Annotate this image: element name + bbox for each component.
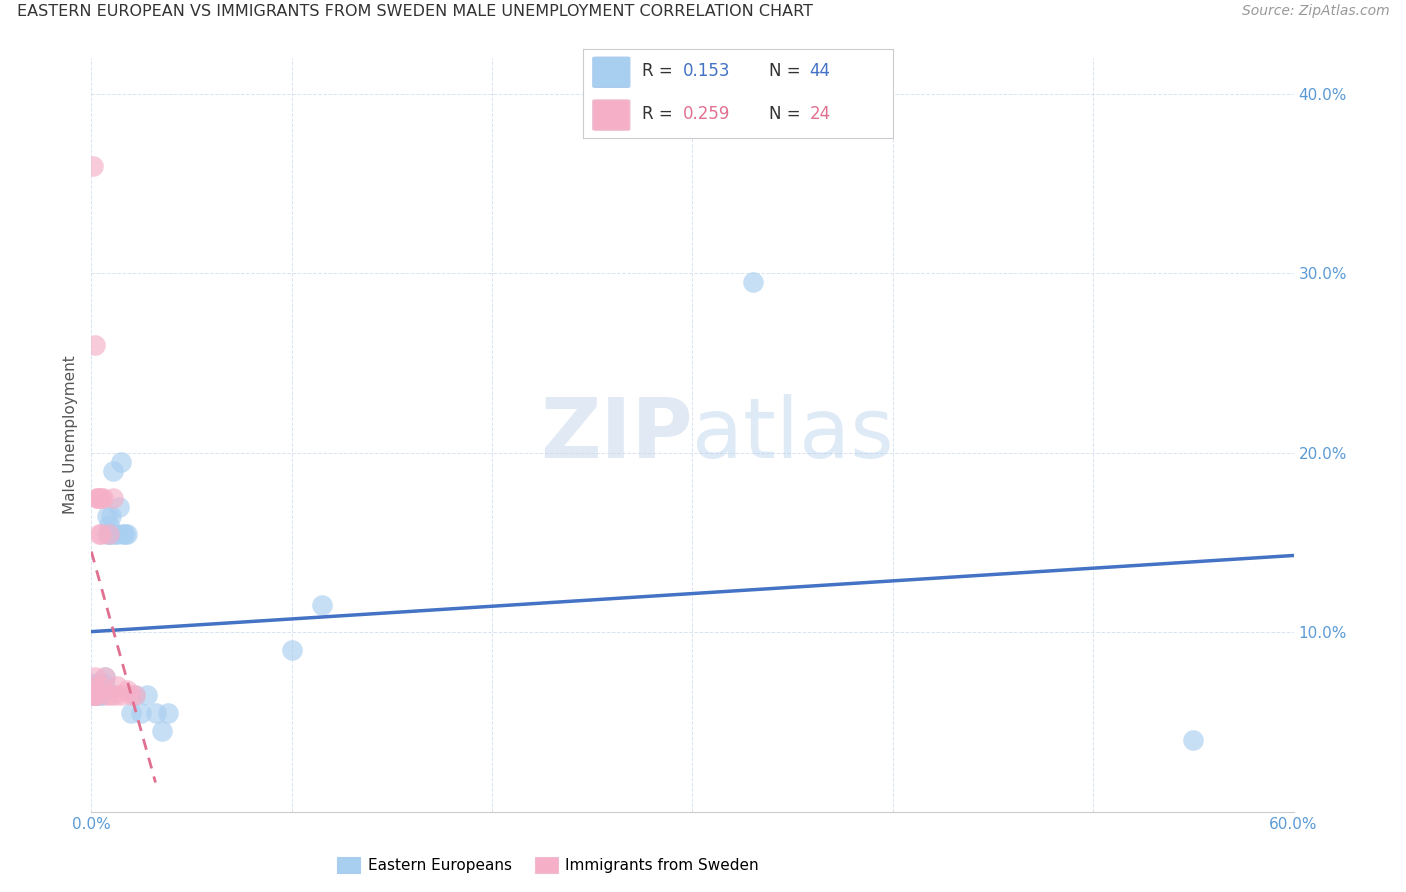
- Point: [108, 500, 131, 514]
- Point: [104, 526, 127, 541]
- Point: [1182, 733, 1205, 747]
- Point: [100, 526, 122, 541]
- Point: [93, 682, 115, 697]
- Point: [117, 526, 139, 541]
- Text: 44: 44: [810, 62, 831, 80]
- Point: [86, 682, 108, 697]
- Text: ZIP: ZIP: [540, 394, 692, 475]
- Point: [110, 688, 132, 702]
- Point: [89, 526, 111, 541]
- Point: [311, 599, 333, 613]
- Point: [104, 688, 127, 702]
- Point: [107, 526, 129, 541]
- Point: [84, 338, 107, 352]
- Point: [124, 688, 146, 702]
- Legend: Eastern Europeans, Immigrants from Sweden: Eastern Europeans, Immigrants from Swede…: [332, 851, 765, 880]
- Point: [83, 688, 105, 702]
- Point: [114, 526, 136, 541]
- Point: [145, 706, 167, 720]
- Point: [93, 675, 115, 690]
- Point: [82, 159, 104, 173]
- Text: 24: 24: [810, 105, 831, 123]
- Point: [90, 679, 112, 693]
- Text: Source: ZipAtlas.com: Source: ZipAtlas.com: [1241, 4, 1389, 19]
- Point: [156, 706, 179, 720]
- Point: [96, 508, 118, 523]
- Point: [82, 688, 104, 702]
- Y-axis label: Male Unemployment: Male Unemployment: [63, 356, 79, 514]
- Text: R =: R =: [643, 105, 678, 123]
- Point: [86, 491, 108, 505]
- Point: [90, 688, 112, 702]
- Point: [136, 688, 159, 702]
- Point: [98, 526, 121, 541]
- Point: [121, 706, 143, 720]
- Point: [86, 688, 108, 702]
- Point: [86, 491, 108, 505]
- Point: [94, 670, 117, 684]
- Point: [84, 688, 107, 702]
- Point: [131, 706, 153, 720]
- FancyBboxPatch shape: [593, 57, 630, 87]
- Point: [83, 682, 105, 697]
- Point: [86, 688, 108, 702]
- Point: [741, 275, 763, 289]
- Point: [103, 491, 125, 505]
- Point: [94, 670, 117, 684]
- Text: EASTERN EUROPEAN VS IMMIGRANTS FROM SWEDEN MALE UNEMPLOYMENT CORRELATION CHART: EASTERN EUROPEAN VS IMMIGRANTS FROM SWED…: [17, 4, 813, 20]
- Point: [82, 675, 104, 690]
- Point: [82, 679, 104, 693]
- Point: [90, 491, 112, 505]
- Point: [93, 491, 115, 505]
- Point: [90, 526, 112, 541]
- Point: [84, 679, 107, 693]
- Point: [89, 682, 111, 697]
- Point: [82, 688, 104, 702]
- Point: [107, 679, 129, 693]
- Point: [84, 688, 107, 702]
- Point: [82, 679, 104, 693]
- Point: [121, 688, 143, 702]
- Point: [100, 688, 122, 702]
- Point: [98, 526, 121, 541]
- Text: N =: N =: [769, 105, 806, 123]
- Point: [90, 688, 112, 702]
- Point: [86, 679, 108, 693]
- Point: [86, 686, 108, 700]
- Point: [84, 670, 107, 684]
- Text: atlas: atlas: [692, 394, 894, 475]
- Point: [100, 508, 122, 523]
- Text: N =: N =: [769, 62, 806, 80]
- Point: [82, 688, 104, 702]
- Point: [110, 455, 132, 469]
- Point: [96, 688, 118, 702]
- Point: [124, 688, 146, 702]
- Point: [281, 643, 304, 657]
- Point: [117, 682, 139, 697]
- Point: [90, 679, 112, 693]
- Point: [89, 491, 111, 505]
- Point: [103, 464, 125, 478]
- Point: [150, 723, 173, 738]
- Point: [89, 675, 111, 690]
- Point: [112, 526, 135, 541]
- FancyBboxPatch shape: [593, 100, 630, 130]
- Point: [96, 526, 118, 541]
- Point: [94, 679, 117, 693]
- Point: [98, 517, 121, 532]
- Text: 0.259: 0.259: [682, 105, 730, 123]
- Text: R =: R =: [643, 62, 678, 80]
- Text: 0.153: 0.153: [682, 62, 730, 80]
